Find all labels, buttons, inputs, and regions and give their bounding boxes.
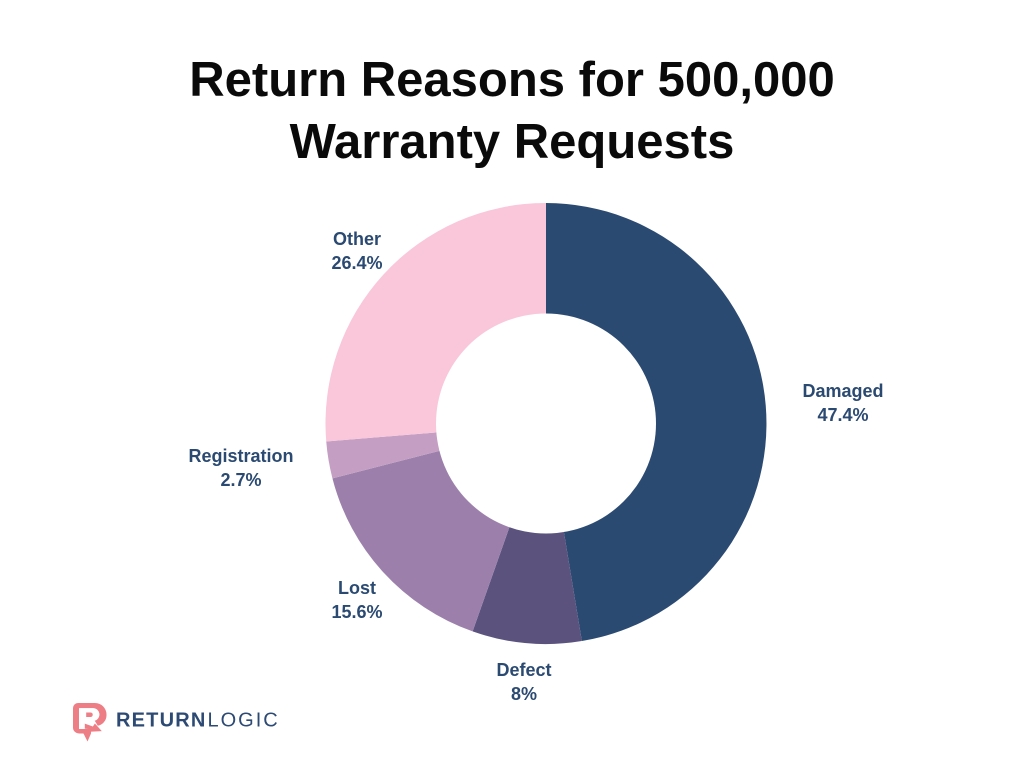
svg-text:LOGIC: LOGIC: [208, 710, 280, 732]
svg-text:RETURN: RETURN: [116, 710, 207, 732]
